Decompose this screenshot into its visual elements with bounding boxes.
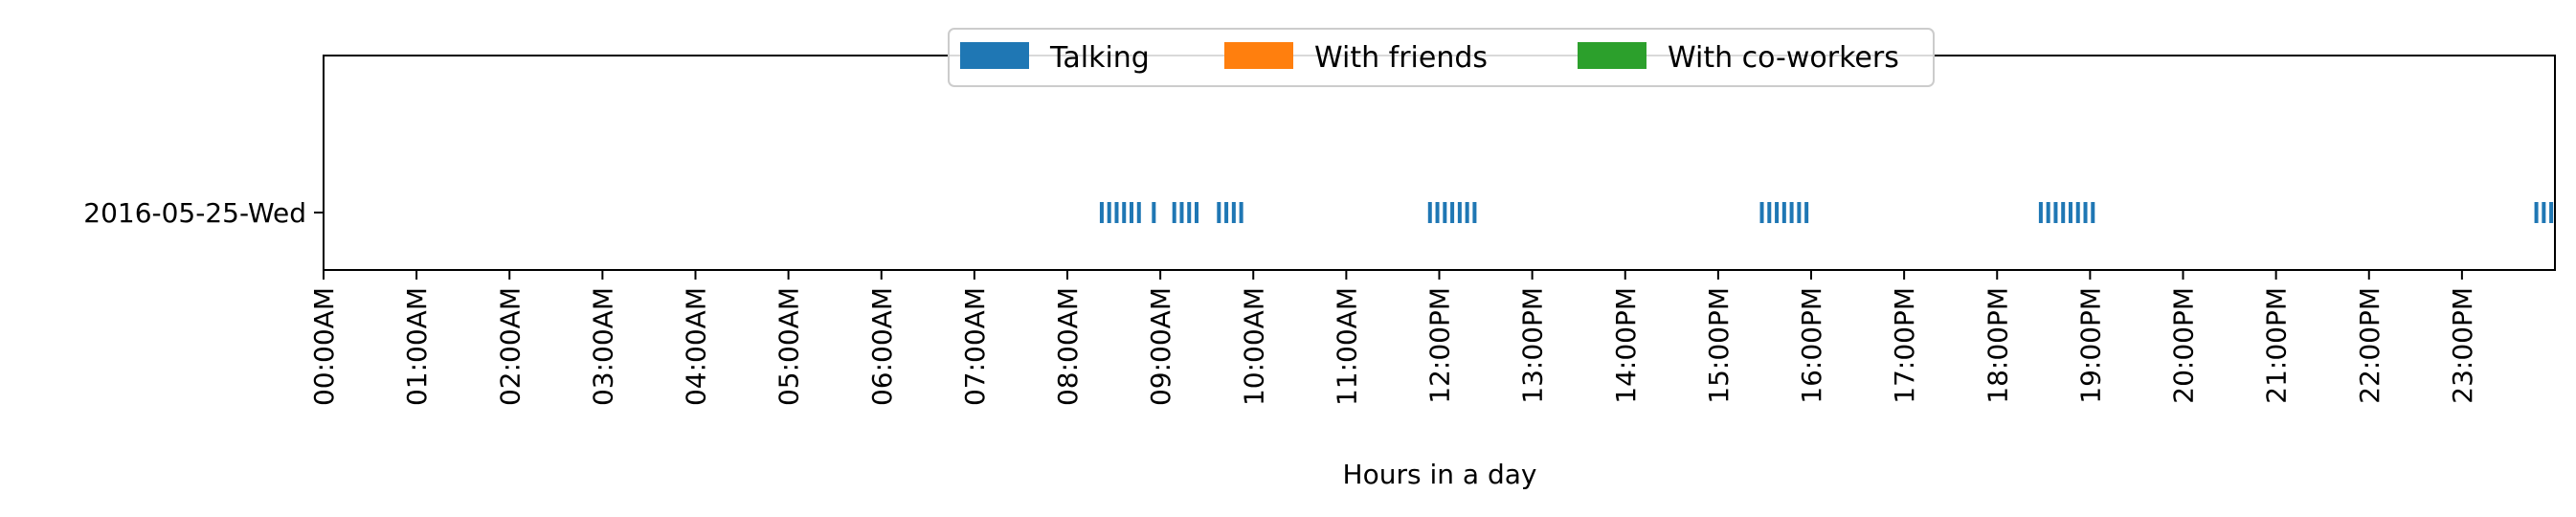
x-tick-label-18: 18:00PM <box>1982 287 2013 404</box>
x-tick-label-9: 09:00AM <box>1145 287 1176 406</box>
x-tick-label-2: 02:00AM <box>494 287 526 406</box>
x-tick-label-5: 05:00AM <box>773 287 805 406</box>
x-axis: 00:00AM 01:00AM 02:00AM 03:00AM 04:00AM 05:00… <box>308 270 2478 406</box>
legend-swatch-with-friends <box>1224 42 1293 69</box>
x-axis-label: Hours in a day <box>1343 459 1537 490</box>
legend-entry-with-friends[interactable]: With friends <box>1224 41 1488 75</box>
x-tick-label-20: 20:00PM <box>2168 287 2200 404</box>
x-tick-label-11: 11:00AM <box>1331 287 1362 406</box>
x-tick-label-14: 14:00PM <box>1610 287 1642 404</box>
x-tick-label-10: 10:00AM <box>1238 287 1269 406</box>
x-tick-label-13: 13:00PM <box>1517 287 1549 404</box>
x-tick-label-19: 19:00PM <box>2074 287 2106 404</box>
legend-label-with-friends: With friends <box>1314 41 1488 75</box>
x-tick-label-0: 00:00AM <box>308 287 340 406</box>
x-tick-label-1: 01:00AM <box>401 287 433 406</box>
x-tick-label-17: 17:00PM <box>1889 287 1920 404</box>
y-axis: 2016-05-25-Wed <box>83 197 324 229</box>
y-tick-label-0: 2016-05-25-Wed <box>83 197 306 229</box>
legend-entry-talking[interactable]: Talking <box>960 41 1150 75</box>
x-tick-label-7: 07:00AM <box>959 287 991 406</box>
x-tick-label-3: 03:00AM <box>587 287 618 406</box>
x-tick-label-8: 08:00AM <box>1052 287 1084 406</box>
x-tick-label-6: 06:00AM <box>866 287 898 406</box>
legend-swatch-with-co-workers <box>1578 42 1646 69</box>
legend[interactable]: Talking With friends With co-workers <box>948 28 1935 87</box>
x-tick-label-15: 15:00PM <box>1703 287 1735 404</box>
x-tick-label-16: 16:00PM <box>1796 287 1827 404</box>
legend-label-with-co-workers: With co-workers <box>1668 41 1899 75</box>
legend-swatch-talking <box>960 42 1029 69</box>
legend-label-talking: Talking <box>1049 41 1150 75</box>
x-tick-label-4: 04:00AM <box>681 287 712 406</box>
x-tick-label-23: 23:00PM <box>2447 287 2478 404</box>
legend-box <box>948 28 1935 87</box>
x-tick-label-12: 12:00PM <box>1424 287 1456 404</box>
x-tick-label-22: 22:00PM <box>2354 287 2386 404</box>
legend-entry-with-co-workers[interactable]: With co-workers <box>1578 41 1899 75</box>
x-tick-label-21: 21:00PM <box>2261 287 2293 404</box>
